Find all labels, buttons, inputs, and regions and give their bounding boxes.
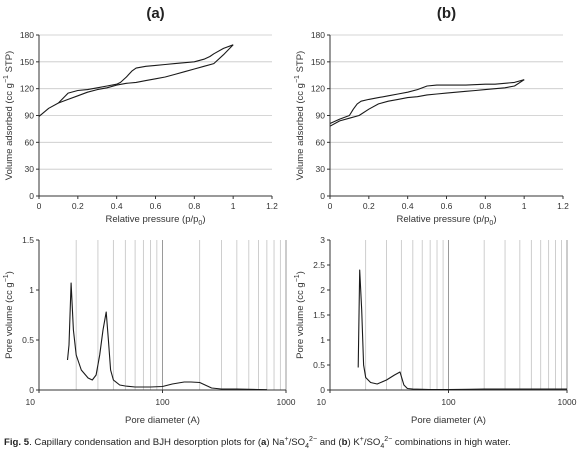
x-tick-label: 1.2 [557,201,569,211]
caption-sup: 2− [309,435,318,443]
x-tick-label: 0.4 [402,201,414,211]
y-tick-label: 0 [320,191,325,201]
caption-sup: 2− [384,435,393,443]
y-axis-label-part: −1 [3,274,10,282]
series-line [329,79,525,125]
x-tick-label: 10 [26,397,36,407]
caption-sup: + [359,435,364,443]
y-tick-label: 0.5 [22,335,34,345]
y-tick-label: 180 [311,30,325,40]
caption-fig-number: Fig. 5 [4,437,30,448]
y-tick-label: 60 [316,137,326,147]
y-tick-label: 3 [320,235,325,245]
y-tick-label: 120 [311,84,325,94]
y-tick-label: 1.5 [22,235,34,245]
caption-sub: 4 [380,442,385,450]
y-axis-label-part: −1 [3,75,10,83]
x-axis-label-part: 0 [489,220,493,227]
y-tick-label: 180 [20,30,34,40]
y-tick-label: 1 [320,335,325,345]
x-tick-label: 10 [317,397,327,407]
y-axis-label-part: Volume adsorbed (cc g [4,83,15,180]
x-axis-label: Relative pressure (p/p0) [105,214,205,227]
x-axis-label-part: ) [493,214,496,225]
x-tick-label: 0 [37,201,42,211]
series-line [357,269,567,391]
y-tick-label: 60 [25,137,35,147]
y-axis-label-part: STP) [295,51,306,75]
series-line [329,79,525,127]
x-tick-label: 0.6 [150,201,162,211]
y-axis-label-part: Volume adsorbed (cc g [295,83,306,180]
y-tick-label: 0 [320,385,325,395]
x-axis-label-part: 0 [198,220,202,227]
y-tick-label: 2 [320,285,325,295]
x-tick-label: 0 [328,201,333,211]
y-tick-label: 0 [29,385,34,395]
caption-text: ) K [347,437,360,448]
x-tick-label: 1 [522,201,527,211]
caption-text: . Capillary condensation and BJH desorpt… [29,437,262,448]
panel-label: (a) [146,5,164,22]
caption-text: and ( [317,437,342,448]
x-axis-label-part: Relative pressure (p/p [105,214,198,225]
x-tick-label: 1 [231,201,236,211]
y-axis-label-part: −1 [294,274,301,282]
x-axis-label: Relative pressure (p/p0) [396,214,496,227]
x-tick-label: 0.2 [72,201,84,211]
y-axis-label-part: Pore volume (cc g [4,282,15,359]
x-axis-label: Pore diameter (A) [411,415,486,426]
series-line [38,44,234,117]
y-tick-label: 90 [25,111,35,121]
caption-text: /SO [363,437,381,448]
panel-label: (b) [437,5,456,22]
y-tick-label: 150 [20,57,34,67]
y-tick-label: 1 [29,285,34,295]
x-tick-label: 0.2 [363,201,375,211]
x-tick-label: 0.6 [441,201,453,211]
y-tick-label: 30 [316,164,326,174]
caption-text: /SO [288,437,306,448]
y-axis-label-part: STP) [4,51,15,75]
series-line [66,282,267,391]
y-axis-label: Volume adsorbed (cc g−1 STP) [3,51,15,180]
caption-label-a: a [261,437,267,448]
x-axis-label-part: ) [202,214,205,225]
y-axis-label: Pore volume (cc g−1) [3,271,15,359]
x-tick-label: 100 [441,397,455,407]
figure-caption: Fig. 5. Capillary condensation and BJH d… [4,435,576,450]
caption-sup: + [284,435,289,443]
y-axis-label-part: ) [4,271,15,274]
y-tick-label: 1.5 [313,310,325,320]
y-tick-label: 120 [20,84,34,94]
y-axis-label-part: ) [295,271,306,274]
y-tick-label: 0.5 [313,360,325,370]
y-tick-label: 150 [311,57,325,67]
x-tick-label: 1000 [277,397,296,407]
y-axis-label-part: −1 [294,75,301,83]
x-tick-label: 0.4 [111,201,123,211]
caption-label-b: b [341,437,348,448]
series-line [58,44,234,104]
x-tick-label: 0.8 [479,201,491,211]
caption-text: ) Na [266,437,285,448]
y-axis-label-part: Pore volume (cc g [295,282,306,359]
x-tick-label: 1000 [558,397,577,407]
caption-text: combinations in high water. [392,437,511,448]
x-tick-label: 100 [155,397,169,407]
y-tick-label: 90 [316,111,326,121]
y-axis-label: Volume adsorbed (cc g−1 STP) [294,51,306,180]
y-axis-label: Pore volume (cc g−1) [294,271,306,359]
caption-sub: 4 [305,442,310,450]
x-axis-label: Pore diameter (A) [125,415,200,426]
x-tick-label: 1.2 [266,201,278,211]
y-tick-label: 0 [29,191,34,201]
x-axis-label-part: Relative pressure (p/p [396,214,489,225]
x-tick-label: 0.8 [188,201,200,211]
y-tick-label: 30 [25,164,35,174]
y-tick-label: 2.5 [313,260,325,270]
